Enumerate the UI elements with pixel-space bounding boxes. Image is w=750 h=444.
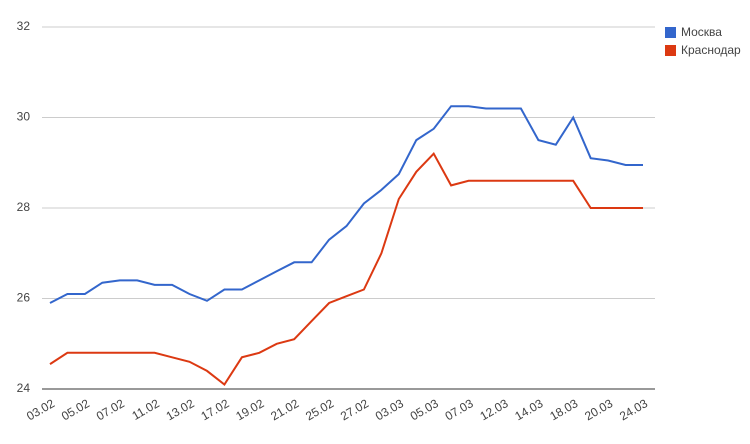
legend-swatch <box>665 27 676 38</box>
x-tick-label: 07.02 <box>94 396 127 423</box>
x-tick-label: 19.02 <box>233 396 266 423</box>
x-tick-label: 05.02 <box>59 396 92 423</box>
legend-label: Краснодар <box>681 43 741 57</box>
line-series <box>49 105 643 304</box>
x-tick-label: 12.03 <box>478 396 511 423</box>
x-tick-label: 18.03 <box>547 396 580 423</box>
x-tick-label: 14.03 <box>512 396 545 423</box>
x-tick-label: 13.02 <box>164 396 197 423</box>
line-series <box>49 152 643 386</box>
x-tick-label: 27.02 <box>338 396 371 423</box>
y-tick-label: 30 <box>17 110 31 124</box>
y-tick-label: 24 <box>17 381 31 395</box>
x-tick-label: 11.02 <box>129 396 162 423</box>
y-tick-label: 32 <box>17 19 31 33</box>
x-tick-label: 03.03 <box>373 396 406 423</box>
y-tick-label: 28 <box>17 200 31 214</box>
x-tick-label: 17.02 <box>198 396 231 423</box>
x-tick-label: 20.03 <box>582 396 615 423</box>
y-tick-label: 26 <box>17 291 31 305</box>
legend-swatch <box>665 45 676 56</box>
x-tick-label: 21.02 <box>268 396 301 423</box>
x-tick-label: 05.03 <box>408 396 441 423</box>
legend-label: Москва <box>681 25 722 39</box>
x-tick-label: 03.02 <box>24 396 57 423</box>
x-tick-label: 24.03 <box>617 396 650 423</box>
x-tick-label: 07.03 <box>443 396 476 423</box>
x-tick-label: 25.02 <box>303 396 336 423</box>
